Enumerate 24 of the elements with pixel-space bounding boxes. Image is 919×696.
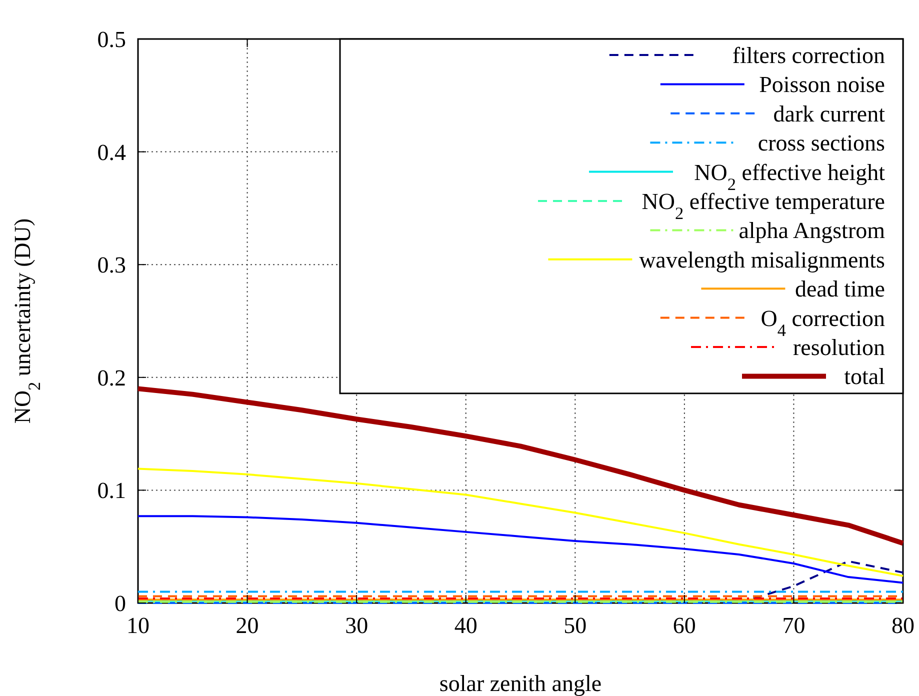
legend-label: filters correction [732,43,886,68]
x-axis-title: solar zenith angle [439,671,602,696]
legend-label: cross sections [758,130,886,156]
y-tick-label: 0.2 [97,365,126,390]
x-tick-label: 20 [236,613,259,638]
y-tick-label: 0 [114,591,126,616]
x-tick-label: 10 [126,613,150,638]
x-tick-label: 70 [782,613,806,638]
y-tick-label: 0.1 [97,478,126,504]
legend-label: dead time [794,276,885,302]
legend-label: total [844,364,885,390]
legend-label: Poisson noise [759,72,885,98]
line-series [137,468,904,577]
y-tick-label: 0.3 [97,252,126,278]
x-tick-label: 80 [892,613,914,638]
x-tick-label: 60 [672,613,696,638]
x-tick-label: 50 [564,613,587,638]
y-tick-label: 0.4 [97,140,126,165]
y-tick-label: 0.5 [97,27,126,52]
x-tick-label: 30 [345,613,368,638]
legend-label: wavelength misalignments [639,247,886,272]
legend-label: dark current [773,101,886,126]
line-series [137,515,904,584]
x-tick-label: 40 [454,613,478,638]
